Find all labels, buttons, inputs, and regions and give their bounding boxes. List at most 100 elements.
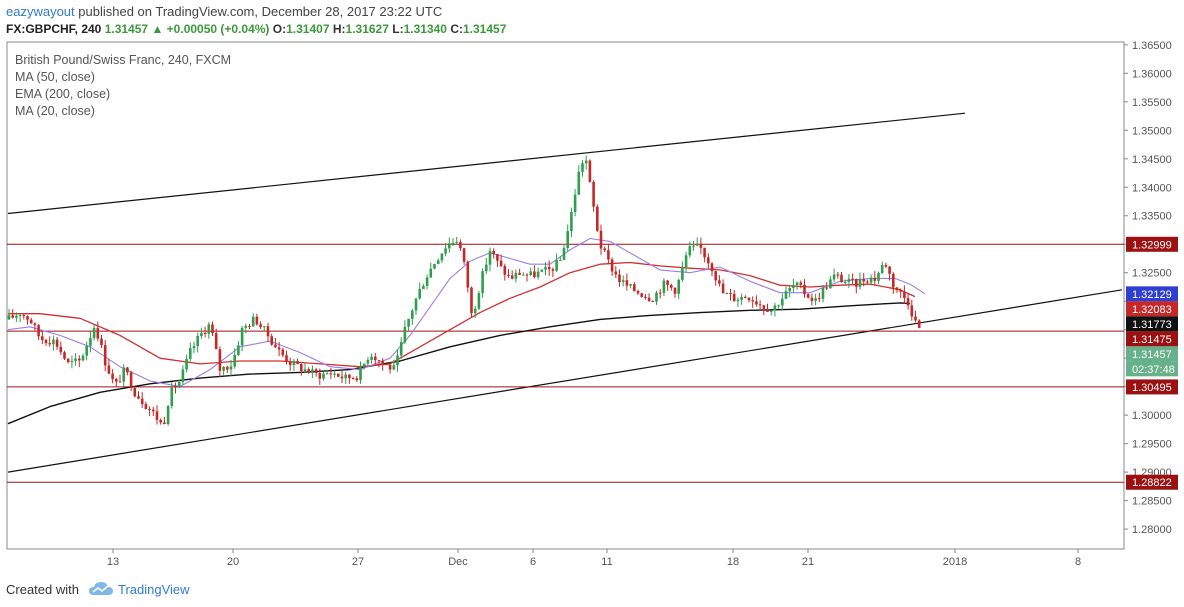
- candle-down: [96, 327, 100, 339]
- candle-down: [163, 422, 166, 424]
- candle-up: [303, 369, 307, 372]
- candle-down: [300, 364, 303, 372]
- candle-down: [329, 373, 333, 375]
- candle-down: [910, 305, 914, 317]
- candle-up: [370, 356, 373, 361]
- price-tag-bg: [1126, 346, 1178, 362]
- price-tick-label: 1.29500: [1132, 439, 1172, 451]
- candle-up: [877, 272, 880, 281]
- candle-down: [496, 254, 499, 261]
- price-change: +0.00050 (+0.04%): [166, 22, 270, 36]
- candle-down: [277, 347, 281, 350]
- close-label: C:: [450, 22, 463, 36]
- high-label: H:: [332, 22, 346, 36]
- candle-down: [644, 296, 647, 298]
- candle-down: [140, 398, 144, 405]
- candle-down: [470, 287, 473, 314]
- candle-down: [751, 300, 754, 302]
- candle-up: [788, 287, 791, 292]
- price-tag-bg: [1126, 331, 1178, 347]
- candle-up: [251, 316, 255, 327]
- time-tick-label: 20: [227, 556, 239, 568]
- price-tick-label: 1.34500: [1132, 154, 1172, 166]
- candle-up: [562, 248, 566, 260]
- horizontal-levels: [7, 243, 1124, 483]
- candle-down: [666, 280, 669, 286]
- candle-down: [547, 266, 551, 270]
- created-with-label: Created with: [6, 582, 79, 597]
- candle-up: [399, 342, 403, 356]
- candle-down: [806, 294, 810, 298]
- candle-up: [869, 277, 873, 283]
- price-tick-label: 1.33500: [1132, 211, 1172, 223]
- candle-down: [633, 284, 636, 291]
- candle-down: [903, 291, 906, 299]
- price-tick-label: 1.36500: [1132, 40, 1172, 52]
- candle-down: [758, 304, 762, 306]
- candle-up: [655, 292, 658, 302]
- candle-down: [588, 160, 592, 182]
- candle-down: [259, 324, 262, 327]
- candle-down: [248, 325, 251, 327]
- tradingview-cloud-icon[interactable]: [88, 580, 114, 598]
- candle-up: [843, 281, 847, 283]
- candle-down: [137, 396, 140, 399]
- candle-up: [81, 355, 85, 361]
- candle-down: [115, 379, 118, 382]
- candle-up: [448, 243, 451, 249]
- candle-up: [829, 279, 832, 289]
- candle-down: [603, 248, 606, 251]
- legend-item-ma20: MA (20, close): [15, 104, 95, 118]
- price-tag-bg: [1126, 379, 1178, 395]
- plot-area[interactable]: [6, 41, 1125, 550]
- candle-down: [159, 419, 162, 423]
- price-tag-bg: [1126, 301, 1178, 317]
- candle-down: [381, 360, 384, 365]
- candle-down: [218, 349, 222, 371]
- candle-up: [451, 242, 455, 244]
- candle-up: [436, 260, 440, 264]
- candle-down: [906, 298, 910, 306]
- candle-up: [70, 360, 74, 363]
- trendline-2: [7, 289, 1123, 473]
- candle-down: [836, 274, 840, 276]
- price-tags: 1.32999 1.32129 1.32083 1.31773 1.31475 1.314…: [1126, 236, 1178, 490]
- price-tick-label: 1.35000: [1132, 125, 1172, 137]
- candle-down: [148, 408, 151, 410]
- candle-down: [266, 326, 270, 337]
- candle-up: [170, 385, 174, 407]
- candle-down: [307, 369, 310, 373]
- time-axis[interactable]: 13 20 27 Dec 6 11 18 21 2018 8: [107, 549, 1081, 568]
- low-value: 1.31340: [403, 22, 447, 36]
- candle-down: [799, 282, 803, 285]
- candle-up: [440, 253, 444, 261]
- candle-down: [59, 346, 63, 353]
- candle-down: [78, 358, 81, 361]
- price-tag-label: 1.32999: [1132, 239, 1172, 251]
- high-value: 1.31627: [345, 22, 389, 36]
- candle-up: [725, 293, 729, 295]
- candle-up: [681, 267, 684, 280]
- candle-down: [803, 284, 806, 295]
- candle-up: [784, 291, 788, 299]
- tradingview-link[interactable]: TradingView: [118, 582, 190, 597]
- candle-up: [429, 268, 433, 278]
- candle-down: [640, 293, 643, 297]
- candle-down: [499, 260, 503, 267]
- candle-up: [581, 163, 584, 172]
- price-tag-label: 1.30495: [1132, 382, 1172, 394]
- candle-up: [795, 282, 799, 285]
- candle-up: [529, 271, 532, 275]
- candle-up: [344, 374, 347, 379]
- candle-down: [281, 349, 285, 356]
- candle-up: [821, 287, 825, 299]
- candle-down: [714, 271, 717, 281]
- candle-down: [917, 320, 921, 328]
- candle-down: [729, 293, 732, 295]
- candle-up: [85, 345, 88, 356]
- price-tick-label: 1.28000: [1132, 524, 1172, 536]
- candle-up: [122, 367, 125, 382]
- candle-up: [229, 366, 233, 370]
- author-link[interactable]: eazywayout: [6, 4, 75, 19]
